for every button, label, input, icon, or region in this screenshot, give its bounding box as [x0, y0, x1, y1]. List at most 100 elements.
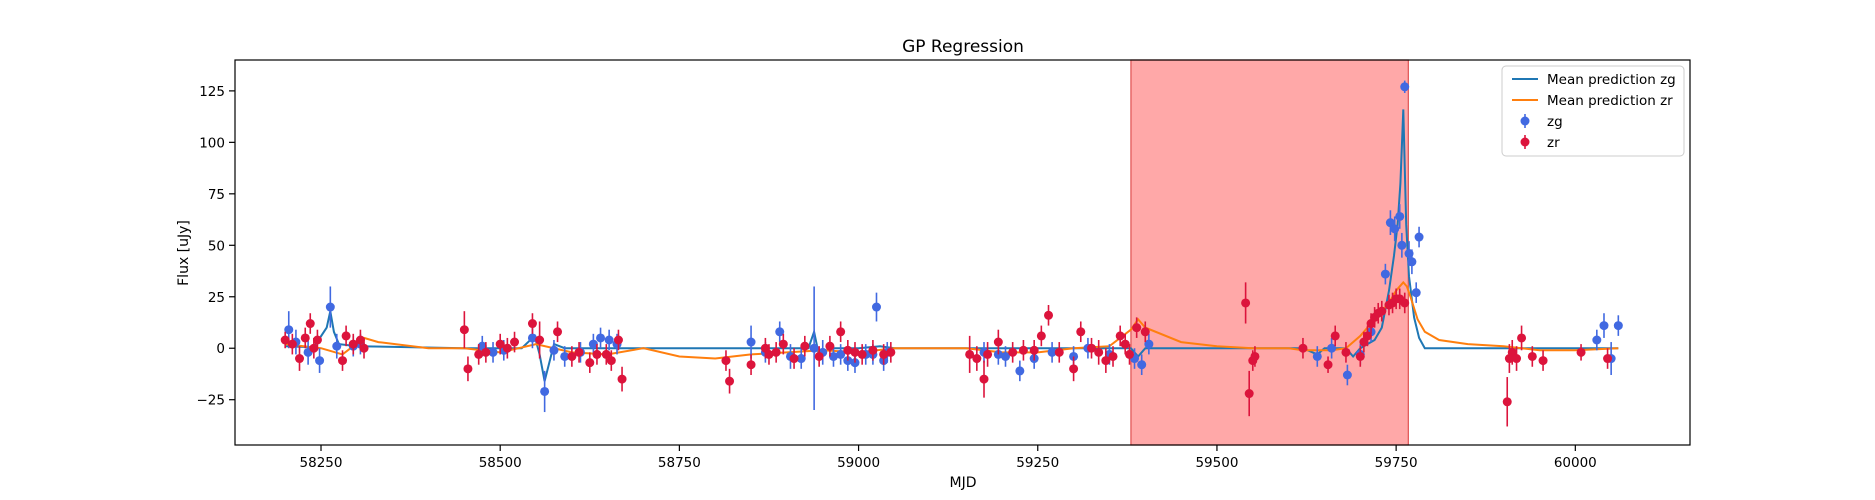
point-zr [1576, 347, 1586, 357]
point-zr [1044, 310, 1054, 320]
point-zr [1355, 351, 1365, 361]
point-zr [527, 319, 537, 329]
point-zr [1323, 360, 1333, 370]
point-zg [1397, 240, 1407, 250]
point-zr [993, 337, 1003, 347]
point-zr [1400, 298, 1410, 308]
legend-entry-label: Mean prediction zg [1547, 72, 1676, 88]
point-zr [1094, 347, 1104, 357]
point-zr [843, 345, 853, 355]
point-zr [1517, 333, 1527, 343]
point-zr [771, 347, 781, 357]
point-zr [613, 335, 623, 345]
legend-box [1501, 65, 1685, 157]
point-zr [1377, 306, 1387, 316]
x-tick-label: 59500 [1195, 455, 1238, 471]
y-tick-label: 125 [199, 84, 225, 100]
plot-area: 58250 58500 58750 59000 59250 59500 59750 60000… [197, 59, 1691, 471]
point-zr [983, 349, 993, 359]
point-zr [764, 349, 774, 359]
point-zr [535, 335, 545, 345]
series-group [280, 80, 1623, 427]
point-zr [886, 347, 896, 357]
highlight-span [1130, 59, 1409, 446]
x-tick-label: 58250 [300, 455, 343, 471]
point-zr [510, 337, 520, 347]
point-zr [721, 356, 731, 366]
point-zr [502, 343, 512, 353]
point-zg [332, 341, 342, 351]
point-zr [1076, 327, 1086, 337]
point-zr [1538, 356, 1548, 366]
point-zr [1341, 347, 1351, 357]
point-zr [868, 345, 878, 355]
point-zr [606, 356, 616, 366]
point-zr [1069, 364, 1079, 374]
plot-frame [234, 59, 1691, 446]
point-zg [1015, 366, 1025, 376]
point-zr [1298, 343, 1308, 353]
point-zg [1312, 351, 1322, 361]
point-zr [1512, 354, 1522, 364]
point-zr [341, 331, 351, 341]
point-zg [828, 351, 838, 361]
x-axis-label: MJD [950, 475, 977, 491]
point-zr [965, 349, 975, 359]
y-tick-label: 0 [216, 341, 225, 357]
point-zr [1502, 397, 1512, 407]
point-zg [1400, 82, 1410, 92]
point-zr [1527, 351, 1537, 361]
point-zr [355, 335, 365, 345]
point-zg [809, 343, 819, 353]
legend: Mean prediction zg Mean prediction zr zg zr [1501, 65, 1685, 157]
point-zg [540, 386, 550, 396]
point-zg [488, 347, 498, 357]
point-zr [280, 335, 290, 345]
point-zr [1108, 351, 1118, 361]
point-zr [1244, 389, 1254, 399]
point-zr [1241, 298, 1251, 308]
point-zg [775, 327, 785, 337]
point-zr [1054, 347, 1064, 357]
point-zr [574, 347, 584, 357]
point-zr [312, 335, 322, 345]
point-zr [481, 347, 491, 357]
legend-marker-swatch [1520, 116, 1530, 126]
point-zg [315, 356, 325, 366]
point-zg [1380, 269, 1390, 279]
y-tick-label: 50 [208, 238, 225, 254]
point-zr [309, 343, 319, 353]
point-zr [295, 354, 305, 364]
point-zr [305, 319, 315, 329]
point-zr [879, 349, 889, 359]
point-zr [592, 349, 602, 359]
point-zr [1008, 347, 1018, 357]
point-zr [359, 343, 369, 353]
point-zr [300, 333, 310, 343]
point-zr [1029, 345, 1039, 355]
point-zr [585, 358, 595, 368]
point-zg [560, 351, 570, 361]
point-zr [1115, 331, 1125, 341]
point-zg [1144, 339, 1154, 349]
point-zr [495, 339, 505, 349]
y-tick-label: 25 [208, 290, 225, 306]
point-zr [725, 376, 735, 386]
point-zg [1407, 257, 1417, 267]
x-tick-label: 58750 [658, 455, 701, 471]
legend-entry-label: zg [1547, 114, 1563, 130]
point-zr [778, 339, 788, 349]
point-zr [1120, 339, 1130, 349]
point-zg [1592, 335, 1602, 345]
x-tick-label: 58500 [479, 455, 522, 471]
point-zr [1132, 323, 1142, 333]
point-zr [1330, 331, 1340, 341]
legend-entry-label: Mean prediction zr [1547, 93, 1673, 109]
point-zg [1137, 360, 1147, 370]
point-zr [789, 354, 799, 364]
x-tick-label: 59750 [1375, 455, 1418, 471]
y-tick-label: 75 [208, 187, 225, 203]
legend-marker-swatch [1520, 137, 1530, 147]
point-zg [596, 333, 606, 343]
